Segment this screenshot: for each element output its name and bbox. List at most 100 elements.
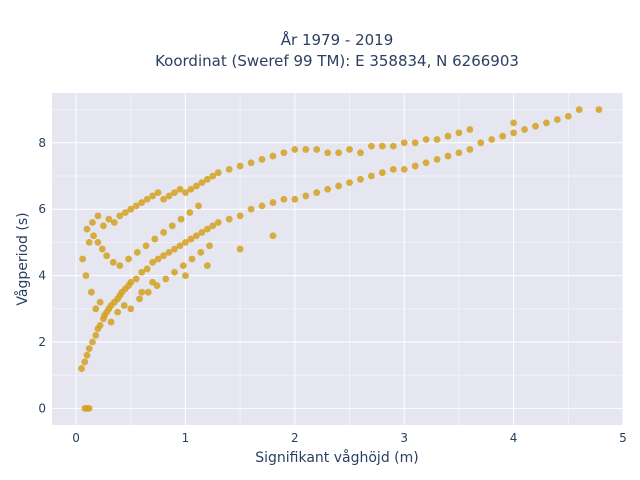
data-point	[187, 185, 195, 193]
data-point	[171, 268, 178, 276]
data-point	[162, 275, 170, 283]
data-point	[186, 209, 194, 216]
data-point	[125, 255, 132, 263]
x-tick-label: 0	[72, 431, 80, 445]
data-point	[291, 195, 299, 203]
data-point	[165, 192, 173, 200]
data-point	[114, 308, 122, 316]
data-point	[138, 288, 146, 296]
data-point	[85, 345, 93, 353]
data-point	[94, 239, 102, 246]
data-point	[433, 156, 441, 163]
y-tick-label: 2	[38, 335, 46, 349]
data-point	[455, 149, 463, 157]
data-point	[116, 262, 124, 270]
data-point	[225, 165, 233, 173]
data-point	[149, 258, 157, 266]
data-point	[214, 169, 222, 177]
data-point	[79, 255, 87, 263]
data-point	[143, 265, 151, 273]
data-point	[575, 106, 583, 113]
data-point	[466, 146, 474, 153]
data-point	[346, 179, 353, 187]
data-point	[171, 245, 178, 253]
data-point	[258, 202, 266, 210]
x-tick-label: 3	[400, 431, 408, 445]
data-point	[258, 156, 266, 163]
data-point	[206, 242, 213, 250]
x-tick-labels: 0 1 2 3 4 5	[72, 431, 627, 445]
data-point	[82, 272, 90, 279]
data-point	[151, 235, 159, 243]
data-point	[269, 199, 277, 206]
data-point	[133, 248, 141, 256]
y-tick-label: 4	[38, 269, 46, 283]
data-point	[302, 146, 310, 153]
data-point	[302, 192, 310, 200]
y-tick-label: 0	[38, 401, 46, 415]
data-point	[132, 202, 140, 210]
data-point	[165, 248, 173, 256]
data-point	[269, 152, 277, 160]
data-point	[236, 245, 244, 253]
data-point	[291, 146, 299, 153]
data-point	[477, 139, 485, 147]
data-point	[195, 202, 202, 210]
data-point	[154, 189, 162, 197]
data-point	[197, 248, 205, 256]
chart-title-line-1: År 1979 - 2019	[281, 30, 394, 49]
data-point	[236, 162, 244, 170]
data-point	[433, 136, 441, 143]
data-points	[78, 106, 603, 412]
x-tick-label: 5	[619, 431, 627, 445]
data-point	[94, 212, 102, 220]
data-point	[78, 365, 85, 372]
data-point	[87, 288, 95, 296]
data-point	[149, 192, 157, 200]
data-point	[160, 252, 167, 260]
data-point	[176, 242, 184, 250]
data-point	[198, 229, 206, 236]
x-tick-label: 2	[291, 431, 299, 445]
data-point	[521, 126, 528, 133]
data-point	[107, 318, 115, 326]
data-point	[116, 212, 124, 220]
data-point	[160, 195, 167, 203]
data-point	[179, 262, 187, 270]
data-point	[411, 139, 419, 147]
data-point	[127, 305, 135, 313]
data-point	[127, 205, 135, 213]
data-point	[160, 229, 167, 236]
data-point	[313, 189, 321, 197]
data-point	[400, 139, 408, 147]
data-point	[543, 119, 550, 127]
data-point	[121, 209, 129, 216]
data-point	[346, 146, 353, 153]
y-axis-title: Vågperiod (s)	[14, 212, 31, 305]
x-tick-label: 1	[182, 431, 190, 445]
data-point	[313, 146, 321, 153]
data-point	[138, 268, 146, 276]
data-point	[83, 225, 91, 233]
data-point	[177, 215, 185, 223]
data-point	[83, 351, 91, 359]
data-point	[389, 165, 397, 173]
data-point	[422, 136, 430, 143]
data-point	[89, 338, 96, 346]
data-point	[92, 331, 100, 339]
data-point	[368, 142, 375, 150]
data-point	[280, 195, 288, 203]
data-point	[422, 159, 430, 167]
data-point	[225, 215, 233, 223]
data-point	[532, 122, 539, 130]
data-point	[105, 215, 113, 223]
data-point	[138, 199, 146, 206]
data-point	[142, 242, 150, 250]
data-point	[92, 305, 100, 313]
data-point	[110, 219, 118, 226]
data-point	[149, 278, 157, 286]
data-point	[595, 106, 603, 113]
data-point	[144, 288, 152, 296]
data-point	[81, 358, 89, 366]
